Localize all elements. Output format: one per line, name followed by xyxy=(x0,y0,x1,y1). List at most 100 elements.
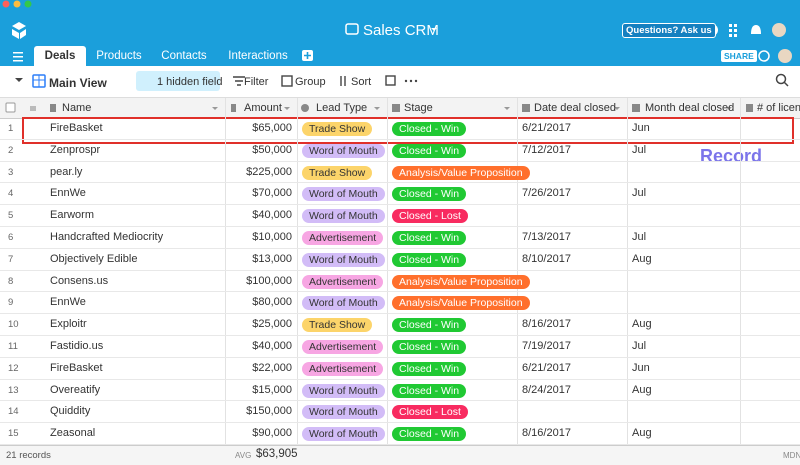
date-cell: 7/13/2017 xyxy=(522,231,571,243)
row-number: 1 xyxy=(8,123,14,134)
date-cell: 6/21/2017 xyxy=(522,122,571,134)
toolbar-icons xyxy=(0,71,800,98)
column-header[interactable]: Amount xyxy=(244,102,282,114)
row-number: 4 xyxy=(8,188,14,200)
filter-button[interactable]: Filter xyxy=(244,76,269,88)
sort-button[interactable]: Sort xyxy=(351,76,372,88)
stage-tag: Closed - Win xyxy=(392,361,467,376)
stage-tag: Closed - Win xyxy=(392,318,467,333)
column-divider xyxy=(740,98,741,445)
row-divider xyxy=(0,269,800,271)
tab[interactable]: Products xyxy=(96,50,142,62)
month-cell: Jul xyxy=(632,231,647,243)
month-cell: Jul xyxy=(632,187,647,200)
row-divider xyxy=(0,182,800,184)
name-cell[interactable]: FireBasket xyxy=(50,361,103,374)
month-cell: Jun xyxy=(632,361,650,374)
amount-cell: $40,000 xyxy=(252,209,292,222)
column-divider xyxy=(517,98,518,445)
amount-cell: $80,000 xyxy=(252,296,292,309)
month-cell: Jul xyxy=(632,143,647,156)
name-cell[interactable]: FireBasket xyxy=(50,122,103,134)
amount-cell: $65,000 xyxy=(252,122,292,134)
base-title: Sales CRM xyxy=(363,22,439,39)
hidden-fields[interactable]: 1 hidden field xyxy=(157,76,223,88)
column-header[interactable]: Month deal closed xyxy=(645,102,735,114)
name-cell[interactable]: Fastidio.us xyxy=(50,340,104,352)
stage-tag: Closed - Win xyxy=(392,427,467,442)
summary-value: $63,905 xyxy=(256,448,298,460)
group-button[interactable]: Group xyxy=(295,76,326,88)
row-divider xyxy=(0,378,800,380)
row-number: 14 xyxy=(8,406,19,418)
lead-type-tag: Advertisement xyxy=(302,274,384,289)
row-number: 11 xyxy=(8,341,18,352)
row-number: 3 xyxy=(8,166,14,178)
row-number: 2 xyxy=(8,144,14,156)
amount-cell: $22,000 xyxy=(252,361,292,374)
stage-tag: Closed - Win xyxy=(392,122,467,136)
name-cell[interactable]: Exploitr xyxy=(50,318,87,331)
footer-row xyxy=(0,445,800,465)
column-header[interactable]: Lead Type xyxy=(316,102,368,114)
name-cell[interactable]: EnnWe xyxy=(50,296,86,309)
name-cell[interactable]: Earworm xyxy=(50,209,95,222)
row-number: 9 xyxy=(8,297,14,309)
help-button[interactable]: Questions? Ask us xyxy=(622,23,716,38)
share-button[interactable]: SHARE xyxy=(721,50,757,62)
name-cell[interactable]: Overeatify xyxy=(50,383,101,396)
annotation: Record xyxy=(700,146,763,166)
column-header[interactable]: Name xyxy=(62,102,92,114)
name-cell[interactable]: Objectively Edible xyxy=(50,252,138,265)
row-divider xyxy=(0,226,800,227)
month-cell: Aug xyxy=(632,318,652,331)
stage-tag: Closed - Lost xyxy=(392,405,468,420)
name-cell[interactable]: Consens.us xyxy=(50,274,109,287)
column-header[interactable]: Stage xyxy=(404,102,433,114)
column-header[interactable]: # of licens xyxy=(757,102,800,114)
name-cell[interactable]: EnnWe xyxy=(50,187,86,200)
date-cell: 8/10/2017 xyxy=(522,252,571,265)
name-cell[interactable]: Handcrafted Mediocrity xyxy=(50,231,164,243)
stage-tag: Closed - Win xyxy=(392,340,467,354)
tab[interactable]: Interactions xyxy=(228,50,288,62)
amount-cell: $100,000 xyxy=(246,274,292,287)
row-number: 12 xyxy=(8,362,19,374)
row-number: 7 xyxy=(8,253,14,265)
lead-type-tag: Trade Show xyxy=(302,318,373,333)
column-divider xyxy=(387,98,388,445)
amount-cell: $90,000 xyxy=(252,427,292,440)
month-cell: Jun xyxy=(632,122,650,134)
row-divider xyxy=(0,356,800,358)
date-cell: 7/12/2017 xyxy=(522,143,571,156)
amount-cell: $150,000 xyxy=(246,405,292,418)
row-divider xyxy=(0,204,800,206)
stage-tag: Analysis/Value Proposition xyxy=(392,296,530,311)
row-divider xyxy=(0,422,800,424)
lead-type-tag: Trade Show xyxy=(302,165,373,180)
summary-label: AVG xyxy=(235,451,252,460)
amount-cell: $15,000 xyxy=(252,383,292,396)
date-cell: 8/16/2017 xyxy=(522,318,571,331)
column-header[interactable]: Date deal closed xyxy=(534,102,616,114)
name-cell[interactable]: Zenprospr xyxy=(50,143,101,156)
column-divider xyxy=(627,98,628,445)
row-number: 15 xyxy=(8,428,19,440)
lead-type-tag: Advertisement xyxy=(302,340,384,354)
lead-type-tag: Trade Show xyxy=(302,122,373,136)
lead-type-tag: Word of Mouth xyxy=(302,383,385,398)
tab[interactable]: Deals xyxy=(34,46,86,66)
name-cell[interactable]: Zeasonal xyxy=(50,427,96,440)
name-cell[interactable]: pear.ly xyxy=(50,165,83,178)
tab[interactable]: Contacts xyxy=(161,50,207,62)
stage-tag: Analysis/Value Proposition xyxy=(392,274,530,289)
name-cell[interactable]: Quiddity xyxy=(50,405,91,418)
lead-type-tag: Word of Mouth xyxy=(302,405,385,420)
row-divider xyxy=(0,400,800,402)
row-divider xyxy=(0,313,800,315)
view-name[interactable]: Main View xyxy=(49,76,107,90)
row-number: 10 xyxy=(8,319,19,331)
row-divider xyxy=(0,444,800,445)
amount-cell: $225,000 xyxy=(246,165,292,178)
